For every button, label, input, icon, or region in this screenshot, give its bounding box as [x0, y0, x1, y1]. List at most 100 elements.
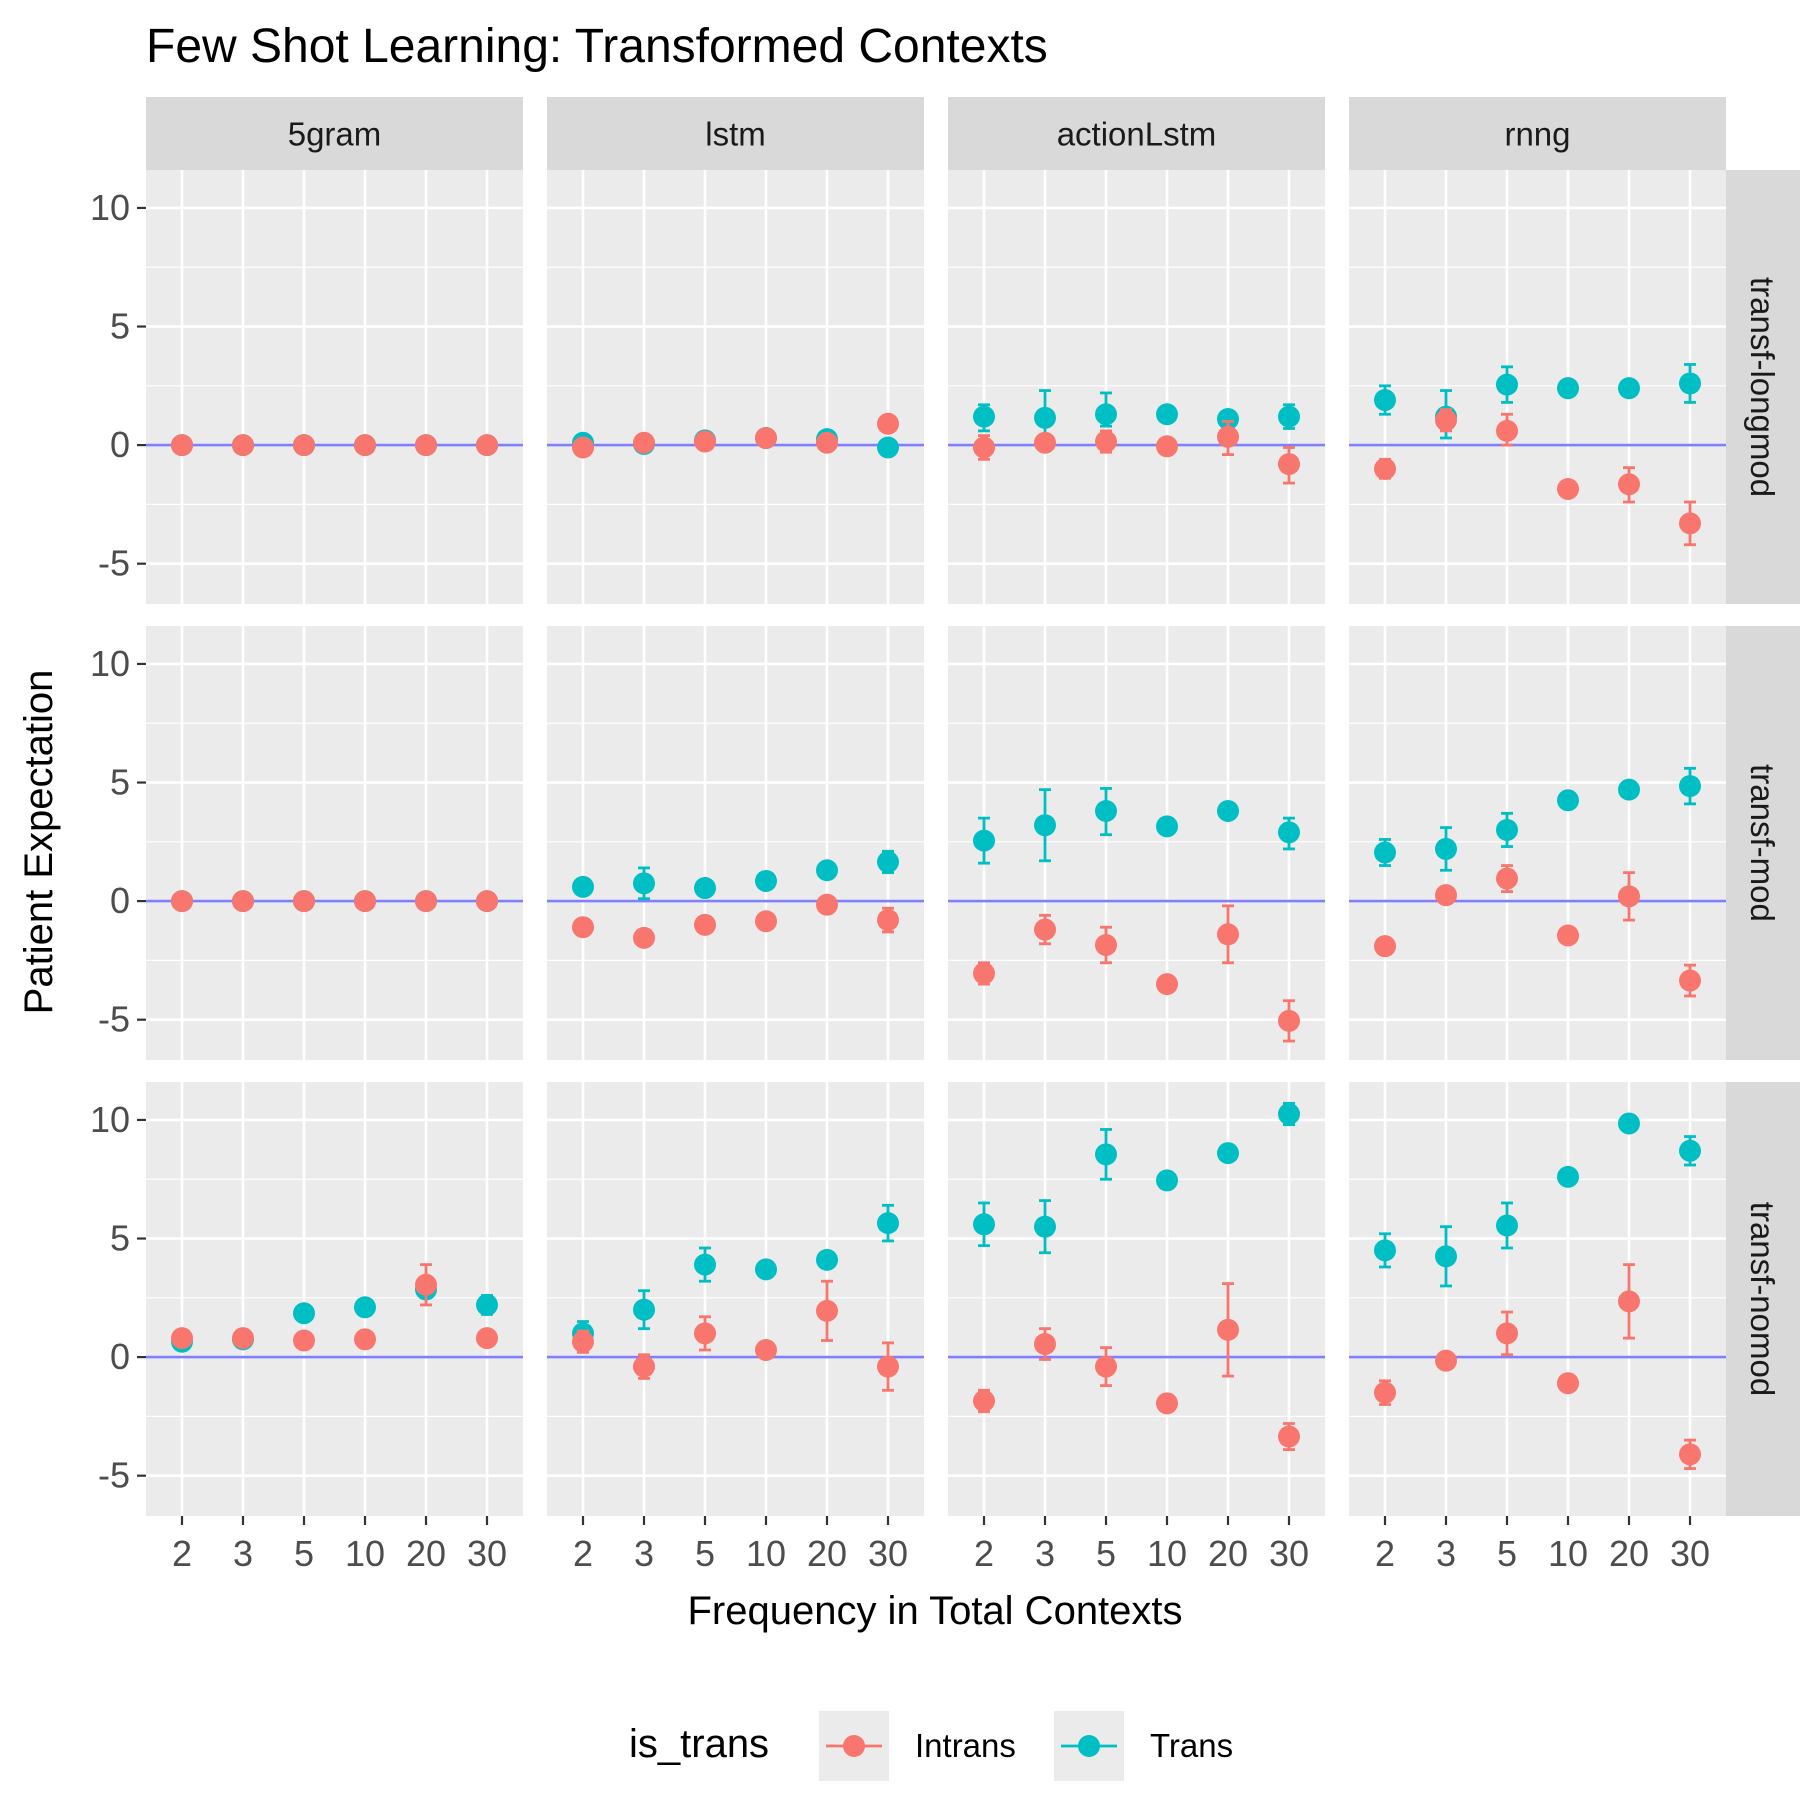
data-point-intrans	[415, 1273, 437, 1296]
column-strip-label: rnng	[1504, 116, 1570, 153]
data-point-trans	[1618, 377, 1640, 400]
y-axis-title: Patient Expectation	[17, 670, 61, 1015]
y-tick-label: 5	[110, 1218, 130, 1259]
y-tick-label: 0	[110, 424, 130, 465]
data-point-intrans	[476, 890, 498, 913]
data-point-intrans	[1156, 435, 1178, 458]
data-point-intrans	[1679, 1443, 1701, 1466]
data-point-intrans	[415, 890, 437, 913]
data-point-intrans	[755, 426, 777, 449]
y-tick-label: 10	[90, 643, 130, 684]
column-strip-rnng: rnng	[1349, 97, 1726, 170]
series-intrans	[572, 893, 899, 949]
panel-transf-mod-actionLstm	[948, 626, 1325, 1060]
legend-title: is_trans	[629, 1722, 769, 1766]
data-point-intrans	[1496, 1322, 1518, 1345]
x-tick-label: 20	[807, 1533, 847, 1574]
data-point-intrans	[877, 1355, 899, 1378]
data-point-intrans	[1278, 453, 1300, 476]
series-trans	[973, 389, 1300, 438]
legend-entry-intrans: Intrans	[819, 1711, 1016, 1781]
x-tick-label: 30	[1670, 1533, 1710, 1574]
data-point-intrans	[1095, 1355, 1117, 1378]
data-point-intrans	[1496, 419, 1518, 442]
row-strip-bg	[1726, 1082, 1800, 1516]
series-intrans	[973, 904, 1300, 1043]
data-point-intrans	[293, 890, 315, 913]
column-strip-bg	[146, 97, 523, 170]
data-point-intrans	[1095, 933, 1117, 956]
data-point-trans	[1217, 408, 1239, 431]
data-point-trans	[1095, 403, 1117, 426]
data-point-intrans	[633, 1355, 655, 1378]
data-point-trans	[293, 1302, 315, 1325]
series-trans	[1374, 363, 1701, 440]
data-point-trans	[1435, 1245, 1457, 1268]
data-point-trans	[973, 405, 995, 428]
y-tick-label: 5	[110, 306, 130, 347]
data-point-trans	[1374, 1239, 1396, 1262]
x-tick-label: 5	[294, 1533, 314, 1574]
panel-transf-mod-lstm	[547, 626, 924, 1060]
panel-background	[146, 1082, 523, 1516]
y-tick-label: 0	[110, 880, 130, 921]
data-point-trans	[633, 872, 655, 895]
data-point-intrans	[1374, 1381, 1396, 1404]
x-tick-label: 10	[746, 1533, 786, 1574]
x-tick-label: 3	[634, 1533, 654, 1574]
column-strip-actionLstm: actionLstm	[948, 97, 1325, 170]
data-point-intrans	[1034, 918, 1056, 941]
panel-transf-nomod-rnng	[1349, 1082, 1726, 1516]
data-point-intrans	[232, 434, 254, 457]
series-trans	[1374, 1112, 1701, 1288]
panel-background	[547, 626, 924, 1060]
data-point-intrans	[816, 431, 838, 454]
y-tick-label: -5	[98, 1455, 130, 1496]
x-tick-label: 2	[172, 1533, 192, 1574]
data-point-trans	[1156, 403, 1178, 426]
x-tick-label: 3	[233, 1533, 253, 1574]
data-point-intrans	[1217, 425, 1239, 448]
data-point-intrans	[973, 962, 995, 985]
panel-transf-nomod-5gram	[146, 1082, 523, 1516]
y-tick-label: -5	[98, 543, 130, 584]
x-tick-label: 20	[1208, 1533, 1248, 1574]
data-point-intrans	[1034, 1333, 1056, 1356]
row-strip-label: transf-longmod	[1744, 277, 1781, 497]
data-point-trans	[973, 1213, 995, 1236]
row-strip-label: transf-mod	[1744, 764, 1781, 922]
data-point-trans	[877, 436, 899, 459]
data-point-intrans	[1435, 884, 1457, 907]
data-point-intrans	[1557, 1372, 1579, 1395]
data-point-intrans	[633, 431, 655, 454]
data-point-trans	[816, 1248, 838, 1271]
panel-background	[1349, 1082, 1726, 1516]
data-point-trans	[1278, 821, 1300, 844]
column-strip-lstm: lstm	[547, 97, 924, 170]
data-point-intrans	[232, 1327, 254, 1350]
legend-key-point	[843, 1735, 865, 1757]
data-point-trans	[1217, 799, 1239, 822]
x-axis-title: Frequency in Total Contexts	[687, 1589, 1182, 1633]
data-point-intrans	[232, 890, 254, 913]
y-tick-label: 0	[110, 1336, 130, 1377]
data-point-trans	[572, 875, 594, 898]
column-strip-5gram: 5gram	[146, 97, 523, 170]
data-point-intrans	[572, 436, 594, 459]
data-point-trans	[1618, 778, 1640, 801]
series-intrans	[973, 1282, 1300, 1451]
legend-label: Trans	[1150, 1727, 1233, 1764]
x-tick-label: 5	[695, 1533, 715, 1574]
data-point-intrans	[354, 1328, 376, 1351]
data-point-intrans	[293, 1329, 315, 1352]
x-tick-label: 10	[1147, 1533, 1187, 1574]
data-point-intrans	[171, 434, 193, 457]
data-point-trans	[1374, 389, 1396, 412]
data-point-intrans	[1217, 923, 1239, 946]
data-point-intrans	[755, 910, 777, 933]
panel-background	[547, 1082, 924, 1516]
data-point-trans	[1374, 841, 1396, 864]
data-point-intrans	[1679, 512, 1701, 535]
legend-key-point	[1078, 1735, 1100, 1757]
